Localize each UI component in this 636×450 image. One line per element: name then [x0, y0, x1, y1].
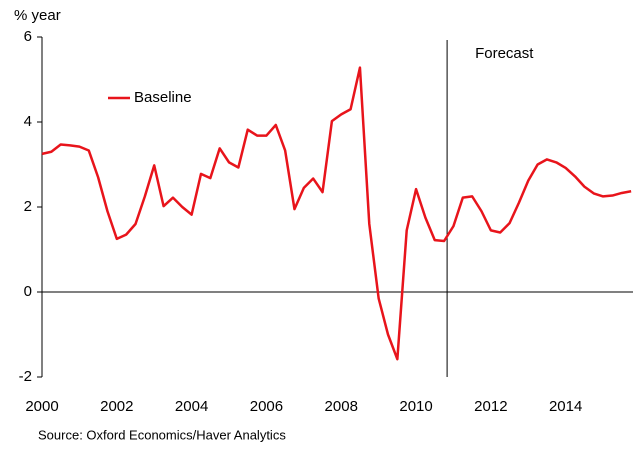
x-tick-label: 2008	[325, 398, 358, 415]
x-tick-label: 2006	[250, 398, 283, 415]
x-tick-label: 2010	[399, 398, 432, 415]
x-tick-label: 2002	[100, 398, 133, 415]
y-tick-label: -2	[19, 368, 32, 385]
x-tick-label: 2000	[25, 398, 58, 415]
forecast-label: Forecast	[475, 45, 534, 62]
x-tick-label: 2014	[549, 398, 582, 415]
y-axis-label: % year	[14, 7, 61, 24]
y-tick-label: 4	[24, 113, 32, 130]
y-tick-label: 6	[24, 28, 32, 45]
y-tick-label: 0	[24, 283, 32, 300]
x-tick-label: 2012	[474, 398, 507, 415]
data-line	[41, 66, 632, 361]
legend-label: Baseline	[134, 89, 192, 106]
source-note: Source: Oxford Economics/Haver Analytics	[38, 427, 286, 442]
x-tick-label: 2004	[175, 398, 208, 415]
y-tick-label: 2	[24, 198, 32, 215]
